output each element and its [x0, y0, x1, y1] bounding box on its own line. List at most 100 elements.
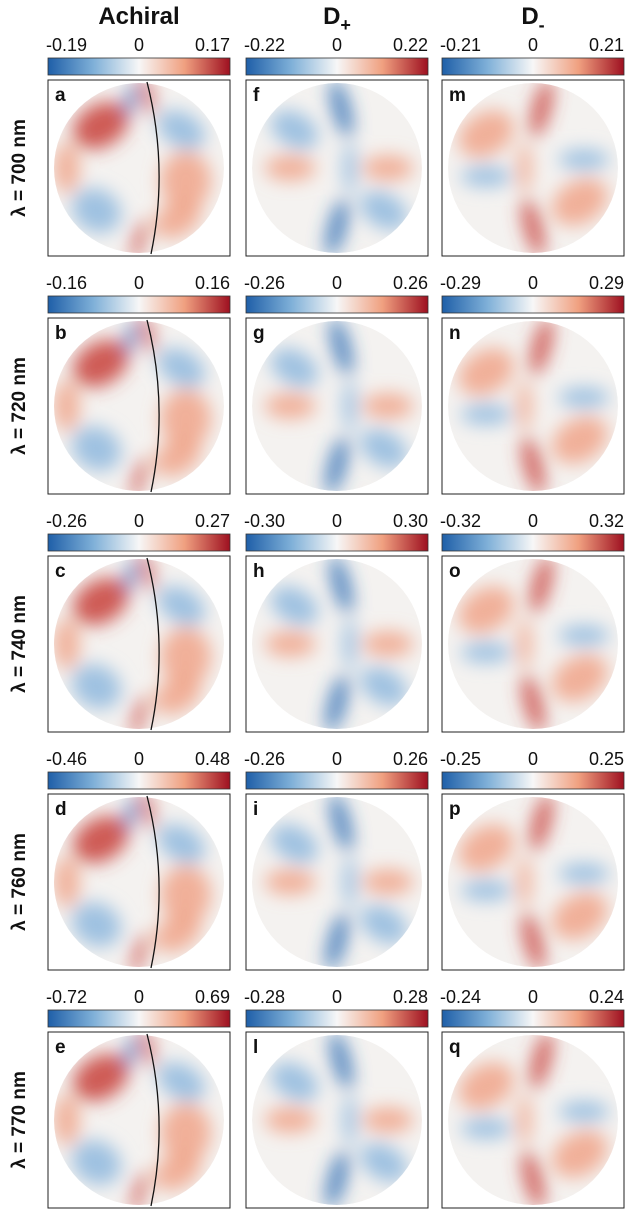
pattern-lobe	[153, 199, 201, 239]
colorbar-min: -0.26	[46, 511, 87, 531]
column-title-sub: -	[539, 15, 545, 35]
pattern-lobe	[521, 436, 545, 491]
colorbar-min: -0.72	[46, 987, 87, 1007]
colorbar-max: 0.30	[393, 511, 428, 531]
pattern-lobe	[342, 142, 357, 194]
colorbar-max: 0.27	[195, 511, 230, 531]
pattern-lobe	[360, 429, 408, 468]
panel-letter: n	[449, 323, 461, 344]
pattern-lobe	[521, 1150, 545, 1205]
arc-line	[146, 319, 160, 493]
pattern-lobe	[131, 1171, 147, 1205]
colorbar	[245, 57, 429, 76]
pattern-lobe	[558, 149, 610, 170]
pattern-lobe	[72, 339, 129, 388]
colorbar-zero: 0	[528, 273, 538, 293]
diffraction-pattern	[448, 1035, 618, 1205]
colorbar	[441, 57, 625, 76]
pattern-lobe	[153, 675, 201, 715]
pattern-lobe	[521, 198, 545, 253]
pattern-lobes	[264, 1035, 414, 1205]
pattern-lobe	[558, 625, 610, 646]
colorbar-max: 0.16	[195, 273, 230, 293]
diffraction-pattern	[252, 797, 422, 967]
pattern-lobes	[54, 559, 212, 729]
pattern-lobe	[153, 1151, 201, 1191]
pattern-lobe	[551, 654, 608, 702]
pattern-lobe	[362, 393, 414, 419]
pattern-lobe	[72, 101, 129, 150]
pattern-lobe	[140, 321, 155, 355]
pattern-lobe	[325, 198, 349, 253]
panel-letter: o	[449, 561, 461, 582]
colorbar-max: 0.17	[195, 35, 230, 55]
colorbar	[245, 533, 429, 552]
colorbar-min: -0.26	[244, 273, 285, 293]
diffraction-pattern	[448, 797, 618, 967]
colorbar-zero: 0	[134, 273, 144, 293]
pattern-lobe	[551, 416, 608, 464]
colorbar	[47, 57, 231, 76]
pattern-lobes	[264, 83, 414, 253]
pattern-lobe	[460, 642, 512, 663]
pattern-lobe	[530, 559, 553, 614]
diffraction-pattern	[54, 83, 224, 253]
panel-letter: l	[253, 1037, 258, 1058]
pattern-lobe	[160, 865, 212, 925]
pattern-lobes	[458, 321, 610, 491]
pattern-lobe	[160, 1103, 212, 1163]
row-label: λ = 720 nm	[9, 357, 30, 455]
colorbar-max: 0.29	[589, 273, 624, 293]
pattern-lobe	[342, 856, 357, 908]
pattern-lobe	[153, 913, 201, 953]
colorbar-max: 0.26	[393, 749, 428, 769]
pattern-lobe	[71, 188, 122, 233]
diffraction-pattern	[54, 1035, 224, 1205]
pattern-lobe	[140, 1035, 155, 1069]
colorbar-zero: 0	[528, 511, 538, 531]
panel-letter: h	[253, 561, 265, 582]
pattern-lobe	[521, 674, 545, 729]
colorbar-min: -0.30	[244, 511, 285, 531]
pattern-lobes	[458, 559, 610, 729]
pattern-lobe	[72, 577, 129, 626]
pattern-lobe	[360, 905, 408, 944]
pattern-lobe	[54, 856, 80, 908]
pattern-lobes	[458, 797, 610, 967]
pattern-lobe	[362, 869, 414, 895]
colorbar	[441, 533, 625, 552]
panel-letter: g	[253, 323, 265, 344]
column-title: Achiral	[98, 3, 179, 30]
pattern-lobe	[325, 912, 349, 967]
pattern-lobe	[160, 389, 212, 449]
pattern-lobe	[157, 348, 206, 388]
pattern-lobe	[329, 83, 353, 138]
pattern-lobe	[342, 380, 357, 432]
pattern-lobe	[530, 797, 553, 852]
pattern-lobe	[123, 83, 138, 117]
colorbar	[441, 295, 625, 314]
pattern-lobe	[72, 815, 129, 864]
colorbar-max: 0.32	[589, 511, 624, 531]
pattern-lobe	[342, 618, 357, 670]
pattern-lobe	[140, 83, 155, 117]
pattern-lobe	[558, 387, 610, 408]
pattern-lobe	[123, 559, 138, 593]
colorbar-min: -0.25	[440, 749, 481, 769]
column-title: D+	[323, 3, 351, 34]
pattern-lobe	[558, 863, 610, 884]
pattern-lobe	[558, 1101, 610, 1122]
pattern-lobe	[264, 393, 316, 419]
colorbar-max: 0.22	[393, 35, 428, 55]
pattern-lobe	[71, 426, 122, 471]
pattern-lobe	[157, 110, 206, 150]
pattern-lobe	[131, 933, 147, 967]
diffraction-pattern	[252, 321, 422, 491]
colorbar-zero: 0	[134, 987, 144, 1007]
colorbar-zero: 0	[528, 35, 538, 55]
pattern-lobe	[160, 151, 212, 211]
colorbar	[47, 533, 231, 552]
panel-letter: i	[253, 799, 258, 820]
colorbar-zero: 0	[528, 749, 538, 769]
